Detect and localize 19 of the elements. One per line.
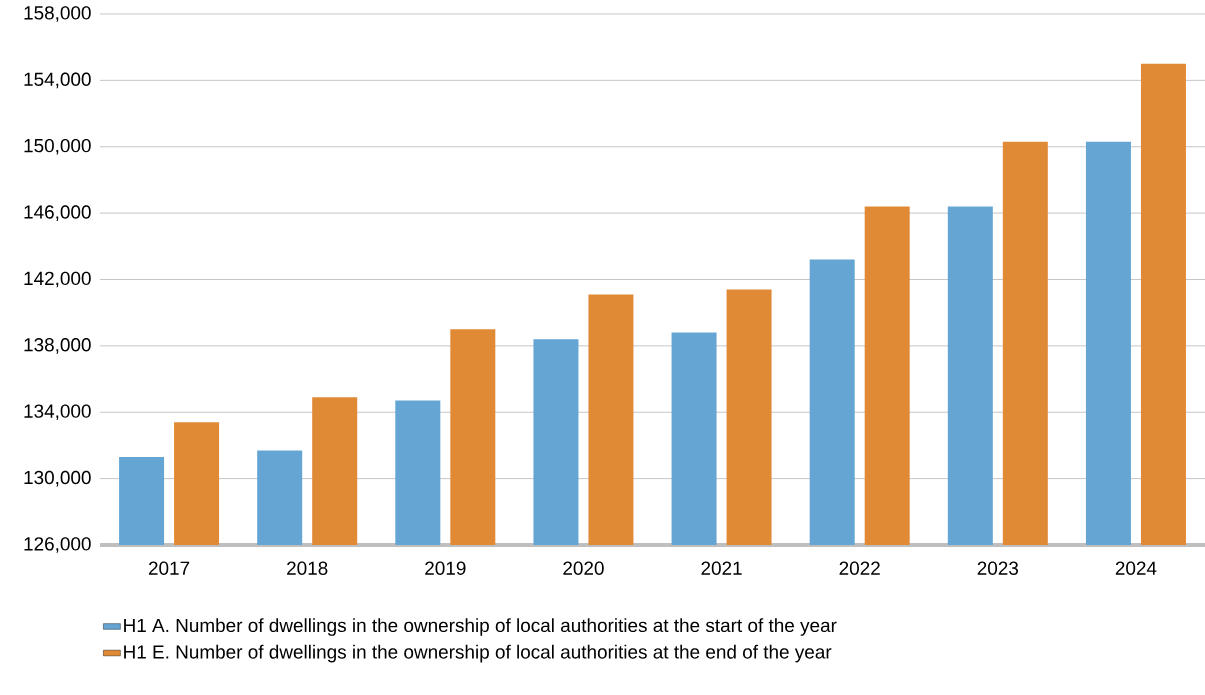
y-tick-label: 138,000 — [24, 338, 91, 354]
legend-label: H1 A. Number of dwellings in the ownership of local authorities at the start of the year — [124, 618, 837, 636]
y-tick-label: 146,000 — [24, 205, 91, 221]
x-tick-label: 2020 — [563, 561, 604, 575]
x-tick-label: 2021 — [701, 561, 742, 575]
y-tick-label: 134,000 — [24, 404, 91, 421]
y-tick-label: 150,000 — [24, 138, 91, 155]
y-tick-label: 154,000 — [24, 72, 91, 89]
x-tick-label: 2018 — [287, 561, 328, 575]
y-tick-label: 142,000 — [24, 271, 91, 288]
x-tick-label: 2022 — [839, 561, 880, 575]
y-tick-label: 130,000 — [24, 470, 91, 487]
x-tick-label: 2017 — [148, 561, 190, 575]
x-tick-label: 2023 — [977, 561, 1019, 575]
x-tick-label: 2024 — [1115, 561, 1157, 575]
x-tick-label: 2019 — [425, 561, 466, 575]
y-tick-label: 126,000 — [24, 537, 91, 553]
legend-label: H1 E. Number of dwellings in the ownership of local authorities at the end of the year — [124, 644, 832, 663]
y-tick-label: 158,000 — [24, 6, 91, 22]
